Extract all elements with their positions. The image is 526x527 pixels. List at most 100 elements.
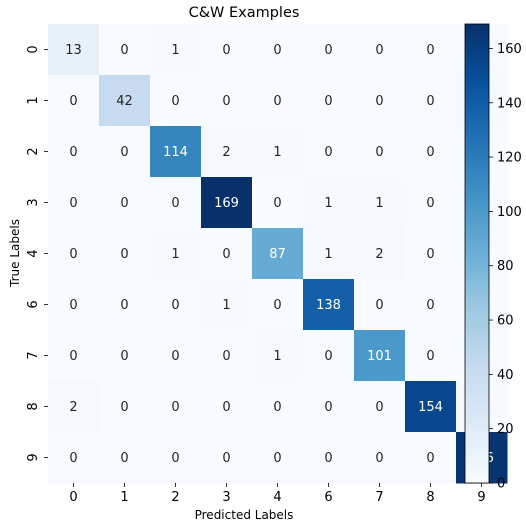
cell-value: 0 — [171, 196, 179, 211]
heatmap-cell — [405, 381, 457, 433]
y-axis-label: True Labels — [8, 219, 22, 288]
cell-value: 13 — [65, 43, 82, 58]
heatmap-cell — [405, 75, 457, 127]
cell-value: 1 — [375, 196, 383, 211]
y-tick-label: 1 — [26, 96, 41, 104]
cell-value: 0 — [324, 349, 332, 364]
y-tick-label: 6 — [26, 300, 41, 308]
cell-value: 87 — [269, 247, 286, 262]
heatmap-cell — [252, 228, 304, 280]
heatmap-cell — [99, 126, 151, 178]
colorbar-tick-label: 0 — [497, 477, 505, 492]
cell-value: 0 — [69, 247, 77, 262]
y-axis: 0 1 2 3 4 6 7 8 9 — [26, 45, 48, 462]
heatmap-cell — [303, 228, 355, 280]
cell-value: 0 — [120, 43, 128, 58]
cell-value: 0 — [426, 247, 434, 262]
heatmap-cell — [48, 330, 100, 382]
heatmap-cell — [48, 126, 100, 178]
heatmap-cell — [405, 228, 457, 280]
colorbar-gradient — [465, 24, 489, 483]
heatmap-cell — [405, 279, 457, 331]
cell-value: 0 — [120, 298, 128, 313]
y-tick-label: 3 — [26, 198, 41, 206]
cell-value: 0 — [375, 94, 383, 109]
colorbar-frame — [464, 23, 490, 484]
cell-value: 1 — [273, 349, 281, 364]
heatmap-cell — [405, 126, 457, 178]
heatmap-cell — [303, 330, 355, 382]
y-tick-label: 9 — [26, 453, 41, 461]
cell-value: 0 — [69, 349, 77, 364]
heatmap-cell — [99, 381, 151, 433]
cell-value: 0 — [222, 94, 230, 109]
cell-value: 0 — [120, 349, 128, 364]
heatmap-cell — [48, 381, 100, 433]
cell-value: 101 — [367, 349, 392, 364]
cell-value: 0 — [171, 349, 179, 364]
heatmap-cell — [354, 126, 406, 178]
heatmap-cell — [354, 228, 406, 280]
x-axis-label: Predicted Labels — [195, 508, 294, 522]
heatmap-cell — [405, 177, 457, 229]
cell-value: 0 — [171, 94, 179, 109]
heatmap-cell — [150, 126, 202, 178]
colorbar-tick-label: 160 — [497, 42, 522, 57]
cell-value: 0 — [69, 298, 77, 313]
cell-value: 1 — [273, 145, 281, 160]
cell-value: 0 — [324, 94, 332, 109]
cell-value: 0 — [273, 298, 281, 313]
y-tick-label: 4 — [26, 249, 41, 257]
cell-value: 2 — [69, 400, 77, 415]
heatmap-cell — [48, 432, 100, 484]
cell-value: 0 — [273, 196, 281, 211]
heatmap-cell — [48, 279, 100, 331]
heatmap-cell — [303, 24, 355, 76]
cell-value: 0 — [69, 451, 77, 466]
cell-value: 0 — [426, 349, 434, 364]
cell-value: 0 — [171, 298, 179, 313]
colorbar-tick-label: 20 — [497, 422, 514, 437]
cell-value: 169 — [214, 196, 239, 211]
heatmap-cell — [150, 432, 202, 484]
cell-value: 0 — [222, 247, 230, 262]
heatmap-cell — [201, 432, 253, 484]
heatmap-cell — [48, 24, 100, 76]
colorbar-tick-label: 140 — [497, 96, 522, 111]
heatmap-cell — [99, 75, 151, 127]
heatmap-cells — [48, 24, 508, 484]
heatmap-cell — [303, 177, 355, 229]
heatmap-cell — [252, 279, 304, 331]
cell-value: 0 — [69, 196, 77, 211]
y-tick-label: 8 — [26, 402, 41, 410]
cell-value: 0 — [222, 451, 230, 466]
cell-value: 0 — [375, 400, 383, 415]
heatmap-cell — [201, 24, 253, 76]
heatmap-cell — [354, 432, 406, 484]
heatmap-cell — [354, 381, 406, 433]
cell-value: 0 — [120, 451, 128, 466]
heatmap-cell — [201, 177, 253, 229]
cell-value: 0 — [273, 43, 281, 58]
cell-value: 1 — [171, 43, 179, 58]
cell-value: 1 — [222, 298, 230, 313]
chart-title: C&W Examples — [189, 5, 300, 21]
cell-value: 0 — [222, 43, 230, 58]
y-tick-label: 2 — [26, 147, 41, 155]
heatmap-cell — [405, 24, 457, 76]
heatmap-cell — [303, 279, 355, 331]
cell-value: 0 — [171, 451, 179, 466]
cell-value: 2 — [222, 145, 230, 160]
heatmap-cell — [150, 228, 202, 280]
cell-value: 114 — [163, 145, 188, 160]
cell-value: 154 — [418, 400, 443, 415]
colorbar-tick-label: 60 — [497, 314, 514, 329]
heatmap-cell — [252, 75, 304, 127]
heatmap-cell — [150, 279, 202, 331]
cell-value: 1 — [324, 247, 332, 262]
cell-value: 2 — [375, 247, 383, 262]
heatmap-cell — [48, 75, 100, 127]
heatmap-cell — [99, 279, 151, 331]
cell-value: 0 — [120, 145, 128, 160]
heatmap-cell — [405, 330, 457, 382]
